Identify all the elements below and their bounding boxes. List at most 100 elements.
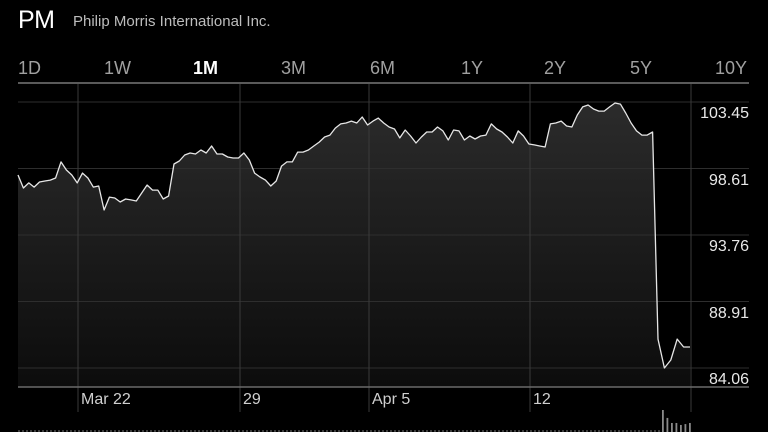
volume-bar: [126, 430, 128, 432]
y-tick-label: 88.91: [708, 305, 749, 322]
price-area-fill: [18, 103, 690, 387]
volume-bar: [18, 430, 20, 432]
tab-1y[interactable]: 1Y: [461, 58, 484, 78]
volume-bar: [478, 430, 480, 432]
volume-bar: [514, 430, 516, 432]
volume-bar: [238, 430, 240, 432]
volume-bar: [70, 430, 72, 432]
volume-bar: [254, 430, 256, 432]
volume-bar: [98, 430, 100, 432]
volume-bar: [342, 430, 344, 432]
volume-bar: [390, 430, 392, 432]
y-tick-label: 98.61: [708, 172, 749, 189]
volume-bar: [689, 422, 691, 432]
volume-bar: [646, 430, 648, 432]
volume-bar: [566, 430, 568, 432]
volume-bar: [194, 430, 196, 432]
volume-bar: [210, 430, 212, 432]
volume-bar: [418, 430, 420, 432]
volume-bar: [202, 430, 204, 432]
volume-bar: [398, 430, 400, 432]
volume-bar: [266, 430, 268, 432]
volume-bar: [186, 430, 188, 432]
y-tick-label: 103.45: [700, 105, 749, 122]
volume-bar: [378, 430, 380, 432]
volume-bar: [142, 430, 144, 432]
tab-1w[interactable]: 1W: [104, 58, 131, 78]
volume-bar: [626, 430, 628, 432]
volume-bar: [234, 430, 236, 432]
volume-bar: [198, 430, 200, 432]
volume-bar: [642, 430, 644, 432]
volume-bar: [162, 430, 164, 432]
volume-bar: [38, 430, 40, 432]
tab-1d[interactable]: 1D: [18, 58, 42, 78]
volume-bar: [22, 430, 24, 432]
volume-bar: [454, 430, 456, 432]
volume-bar: [598, 430, 600, 432]
x-tick-label: Mar 22: [81, 391, 131, 408]
volume-bar: [666, 417, 669, 432]
volume-bar: [362, 430, 364, 432]
volume-bar: [150, 430, 152, 432]
volume-bar: [374, 430, 376, 432]
volume-bar: [406, 430, 408, 432]
volume-bar: [546, 430, 548, 432]
volume-bar: [278, 430, 280, 432]
volume-bar: [50, 430, 52, 432]
volume-bar: [474, 430, 476, 432]
volume-bar: [386, 430, 388, 432]
volume-bar: [78, 430, 80, 432]
volume-bar: [446, 430, 448, 432]
tab-2y[interactable]: 2Y: [544, 58, 567, 78]
volume-bar: [94, 430, 96, 432]
volume-bar: [582, 430, 584, 432]
volume-bar: [434, 430, 436, 432]
volume-bar: [490, 430, 492, 432]
volume-bar: [166, 430, 168, 432]
volume-bar: [262, 430, 264, 432]
volume-bar: [562, 430, 564, 432]
volume-bar: [34, 430, 36, 432]
volume-bar: [290, 430, 292, 432]
volume-bar: [174, 430, 176, 432]
volume-bar: [586, 430, 588, 432]
volume-bar: [86, 430, 88, 432]
volume-bar: [294, 430, 296, 432]
volume-bar: [394, 430, 396, 432]
volume-bar: [442, 430, 444, 432]
volume-bar: [154, 430, 156, 432]
volume-bar: [306, 430, 308, 432]
x-tick-label: Apr 5: [372, 391, 411, 408]
volume-bar: [170, 430, 172, 432]
volume-bar: [542, 430, 544, 432]
volume-bar: [554, 430, 556, 432]
volume-bar: [494, 430, 496, 432]
volume-bar: [574, 430, 576, 432]
volume-bar: [246, 430, 248, 432]
volume-bar: [334, 430, 336, 432]
volume-bar: [298, 430, 300, 432]
tab-3m[interactable]: 3M: [281, 58, 307, 78]
volume-bar: [518, 430, 520, 432]
volume-bar: [138, 430, 140, 432]
tab-10y[interactable]: 10Y: [715, 58, 748, 78]
tab-6m[interactable]: 6M: [370, 58, 396, 78]
volume-bar: [130, 430, 132, 432]
volume-bar: [426, 430, 428, 432]
volume-bar: [675, 422, 678, 432]
volume-bar: [270, 430, 272, 432]
volume-bar: [90, 430, 92, 432]
volume-bar: [414, 430, 416, 432]
volume-bar: [330, 430, 332, 432]
volume-bar: [486, 430, 488, 432]
volume-bar: [458, 430, 460, 432]
tab-1m[interactable]: 1M: [193, 58, 219, 78]
volume-bar: [318, 430, 320, 432]
tab-5y[interactable]: 5Y: [630, 58, 653, 78]
volume-bar: [346, 430, 348, 432]
volume-bar: [638, 430, 640, 432]
volume-bar: [226, 430, 228, 432]
volume-bar: [662, 410, 664, 432]
